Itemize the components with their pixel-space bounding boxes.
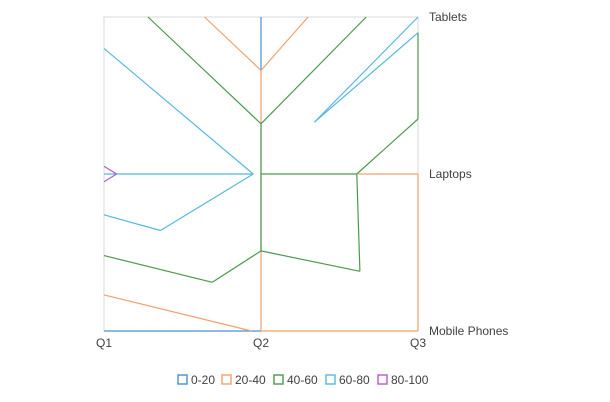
contour-line	[103, 173, 117, 183]
legend-item[interactable]: 40-60	[273, 373, 318, 387]
contour-line	[356, 118, 419, 175]
legend-label: 20-40	[235, 373, 266, 387]
contour-line	[260, 16, 367, 125]
contour-line	[103, 165, 117, 175]
legend-label: 40-60	[287, 373, 318, 387]
contour-line	[211, 250, 262, 283]
contour-line	[147, 16, 262, 125]
contour-band-0-20	[104, 17, 262, 332]
legend-swatch	[325, 374, 336, 385]
legend-swatch	[177, 374, 188, 385]
legend-item[interactable]: 0-20	[177, 373, 215, 387]
y-tick-label: Laptops	[429, 167, 472, 181]
legend-label: 60-80	[339, 373, 370, 387]
legend: 0-20 20-40 40-60 60-80 80-100	[177, 373, 429, 387]
legend-item[interactable]: 80-100	[377, 373, 429, 387]
contour-line	[260, 250, 361, 272]
contour-line	[103, 214, 161, 232]
contour-band-60-80	[103, 16, 419, 232]
legend-label: 0-20	[191, 373, 215, 387]
contour-lines	[103, 16, 419, 332]
x-tick-label: Q3	[410, 336, 426, 350]
y-tick-label: Tablets	[429, 10, 467, 24]
contour-band-80-100	[103, 165, 117, 183]
legend-swatch	[377, 374, 388, 385]
legend-swatch	[221, 374, 232, 385]
x-tick-label: Q1	[96, 336, 112, 350]
contour-line	[103, 47, 254, 175]
legend-item[interactable]: 60-80	[325, 373, 370, 387]
contour-line	[103, 255, 213, 283]
contour-line	[260, 16, 309, 71]
contour-line	[313, 16, 419, 123]
legend-label: 80-100	[391, 373, 429, 387]
legend-item[interactable]: 20-40	[221, 373, 266, 387]
contour-line	[314, 32, 419, 123]
x-tick-label: Q2	[253, 336, 269, 350]
contour-line	[103, 294, 252, 332]
contour-line	[160, 173, 254, 232]
contour-line	[356, 173, 361, 272]
y-tick-label: Mobile Phones	[429, 324, 508, 338]
contour-line	[204, 16, 262, 71]
legend-swatch	[273, 374, 284, 385]
contour-band-40-60	[103, 16, 419, 283]
